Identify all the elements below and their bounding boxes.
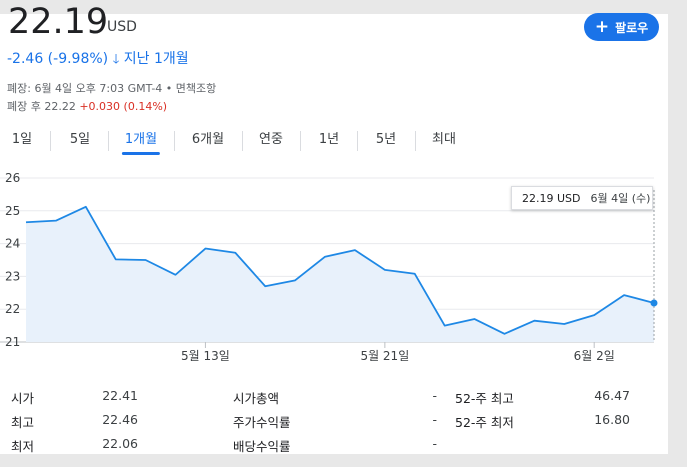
tab-ytd[interactable]: 연중 bbox=[259, 132, 283, 147]
tab-1m[interactable]: 1개월 bbox=[121, 128, 161, 156]
price-marker bbox=[650, 299, 658, 307]
follow-button[interactable]: + 팔로우 bbox=[584, 13, 659, 41]
tab-separator bbox=[415, 131, 416, 151]
stat-value: 16.80 bbox=[594, 412, 630, 427]
window-frame-bottom bbox=[0, 454, 687, 467]
tooltip-date: 6월 4일 (수) bbox=[590, 192, 651, 205]
stat-label: 최저 bbox=[11, 439, 35, 454]
follow-button-label: 팔로우 bbox=[615, 20, 649, 35]
y-tick-label: 23 bbox=[5, 269, 20, 283]
stat-value: 22.06 bbox=[102, 436, 138, 451]
y-tick-label: 24 bbox=[5, 237, 20, 251]
x-tick-label: 5월 13일 bbox=[181, 349, 230, 363]
stat-label: 시가 bbox=[11, 391, 35, 406]
arrow-down-icon: 🡓 bbox=[112, 52, 120, 67]
y-tick-label: 21 bbox=[5, 335, 20, 349]
stat-value: 46.47 bbox=[594, 388, 630, 403]
tab-separator bbox=[242, 131, 243, 151]
stat-label: 주가수익률 bbox=[233, 415, 291, 430]
y-tick-label: 26 bbox=[5, 171, 20, 185]
tab-6m[interactable]: 6개월 bbox=[191, 132, 225, 147]
tab-separator bbox=[50, 131, 51, 151]
stats-row: 최저 22.06 배당수익률 - bbox=[0, 436, 668, 456]
chart-tooltip: 22.19 USD 6월 4일 (수) bbox=[511, 186, 653, 210]
stat-value: 22.41 bbox=[102, 388, 138, 403]
y-tick-label: 25 bbox=[5, 204, 20, 218]
change-value: -2.46 (-9.98%) bbox=[7, 51, 109, 67]
close-info: 폐장: 6월 4일 오후 7:03 GMT-4 • 면책조항 bbox=[7, 80, 216, 96]
tab-separator bbox=[174, 131, 175, 151]
after-hours-info: 폐장 후 22.22 +0.030 (0.14%) bbox=[7, 98, 167, 114]
close-info-text: 폐장: 6월 4일 오후 7:03 GMT-4 • 면책조항 bbox=[7, 82, 217, 95]
tab-separator bbox=[300, 131, 301, 151]
stat-label: 배당수익률 bbox=[233, 439, 291, 454]
tab-1y[interactable]: 1년 bbox=[318, 132, 340, 147]
x-tick-label: 6월 2일 bbox=[574, 349, 615, 363]
stat-label: 52-주 최저 bbox=[455, 415, 514, 430]
stat-value: - bbox=[432, 412, 437, 427]
after-hours-change: +0.030 (0.14%) bbox=[79, 100, 168, 113]
stats-row: 최고 22.46 주가수익률 - 52-주 최저 16.80 bbox=[0, 412, 668, 432]
tab-5d[interactable]: 5일 bbox=[69, 132, 91, 147]
window-frame-top bbox=[0, 0, 687, 14]
stock-price: 22.19 bbox=[8, 2, 109, 42]
tab-max[interactable]: 최대 bbox=[432, 132, 456, 147]
tooltip-price: 22.19 USD bbox=[522, 191, 581, 205]
price-change: -2.46 (-9.98%) 🡓 지난 1개월 bbox=[7, 48, 189, 72]
tab-separator bbox=[357, 131, 358, 151]
stat-label: 최고 bbox=[11, 415, 35, 430]
tab-1d[interactable]: 1일 bbox=[11, 132, 33, 147]
tab-separator bbox=[108, 131, 109, 151]
change-period: 지난 1개월 bbox=[123, 51, 189, 67]
stats-row: 시가 22.41 시가총액 - 52-주 최고 46.47 bbox=[0, 388, 668, 408]
x-tick-label: 5월 21일 bbox=[360, 349, 409, 363]
plus-icon: + bbox=[594, 16, 610, 37]
tab-5y[interactable]: 5년 bbox=[375, 132, 397, 147]
window-frame-right bbox=[668, 0, 687, 467]
stat-value: 22.46 bbox=[102, 412, 138, 427]
stat-label: 52-주 최고 bbox=[455, 391, 514, 406]
price-line bbox=[25, 205, 655, 335]
stat-value: - bbox=[432, 388, 437, 403]
stat-value: - bbox=[432, 436, 437, 451]
y-tick-label: 22 bbox=[5, 302, 20, 316]
stat-label: 시가총액 bbox=[233, 391, 280, 406]
after-hours-label: 폐장 후 22.22 bbox=[7, 100, 76, 113]
currency-label: USD bbox=[107, 19, 137, 35]
price-chart[interactable]: 21 22 23 24 25 26 5월 13일 5월 21일 6월 2일 bbox=[0, 165, 668, 370]
price-area bbox=[26, 206, 654, 342]
